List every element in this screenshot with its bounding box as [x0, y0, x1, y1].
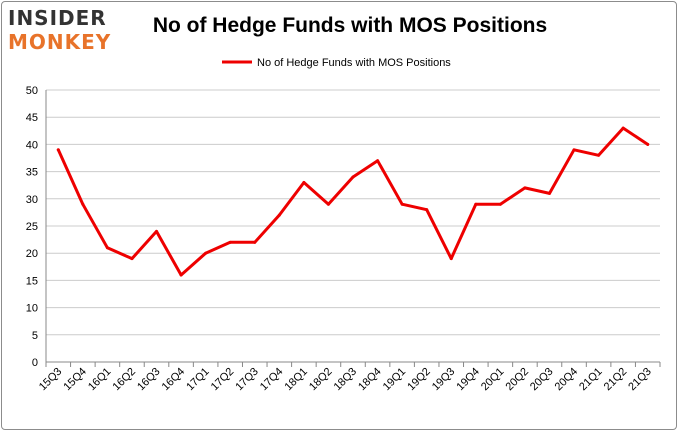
data-point-17Q4	[277, 213, 281, 217]
x-tick-label-20Q3: 20Q3	[528, 366, 556, 394]
x-tick-label-21Q2: 21Q2	[602, 366, 630, 394]
data-point-21Q1	[597, 153, 601, 157]
x-tick-label-16Q2: 16Q2	[111, 366, 139, 394]
data-point-16Q2	[130, 257, 134, 261]
data-point-18Q4	[376, 159, 380, 163]
data-point-20Q3	[547, 191, 551, 195]
grid-layer	[46, 89, 660, 336]
x-tick-label-17Q3: 17Q3	[233, 366, 261, 394]
data-point-19Q4	[474, 202, 478, 206]
x-tick-label-16Q4: 16Q4	[160, 366, 188, 394]
x-tick-label-15Q3: 15Q3	[37, 366, 65, 394]
y-tick-label-35: 35	[26, 167, 38, 179]
axis-layer: 0 5 10 15 20 25 30 35 40 45 50 15Q315Q416Q116Q216Q3…	[26, 85, 661, 394]
data-point-18Q3	[351, 175, 355, 179]
x-tick-label-17Q4: 17Q4	[258, 366, 286, 394]
x-tick-label-20Q4: 20Q4	[553, 366, 581, 394]
data-point-17Q2	[228, 240, 232, 244]
x-tick-label-16Q3: 16Q3	[135, 366, 163, 394]
y-tick-label-5: 5	[32, 330, 38, 342]
data-point-17Q1	[204, 251, 208, 255]
x-tick-label-17Q2: 17Q2	[209, 366, 237, 394]
data-point-21Q3	[646, 142, 650, 146]
data-point-19Q2	[425, 208, 429, 212]
x-tick-label-19Q1: 19Q1	[381, 366, 409, 394]
insider-monkey-logo: INSIDER MONKEY	[8, 6, 128, 56]
y-tick-label-20: 20	[26, 248, 38, 260]
x-tick-label-18Q3: 18Q3	[332, 366, 360, 394]
x-tick-label-16Q1: 16Q1	[86, 366, 114, 394]
data-point-18Q2	[326, 202, 330, 206]
legend-label: No of Hedge Funds with MOS Positions	[257, 57, 451, 69]
x-tick-label-21Q3: 21Q3	[626, 366, 654, 394]
x-tick-label-20Q2: 20Q2	[504, 366, 532, 394]
y-tick-label-50: 50	[26, 85, 38, 97]
x-tick-label-17Q1: 17Q1	[184, 366, 212, 394]
data-point-19Q3	[449, 257, 453, 261]
data-point-15Q4	[81, 202, 85, 206]
data-point-16Q1	[105, 246, 109, 250]
data-point-16Q4	[179, 273, 183, 277]
chart-title: No of Hedge Funds with MOS Positions	[152, 14, 548, 37]
x-tick-label-19Q4: 19Q4	[454, 366, 482, 394]
x-tick-label-18Q4: 18Q4	[356, 366, 384, 394]
logo-line-2: MONKEY	[8, 30, 112, 54]
x-tick-label-20Q1: 20Q1	[479, 366, 507, 394]
data-point-18Q1	[302, 180, 306, 184]
x-tick-label-21Q1: 21Q1	[577, 366, 605, 394]
y-tick-label-15: 15	[26, 275, 38, 287]
data-point-20Q2	[523, 186, 527, 190]
x-tick-label-19Q3: 19Q3	[430, 366, 458, 394]
data-point-17Q3	[253, 240, 257, 244]
logo-line-1: INSIDER	[8, 6, 107, 30]
y-tick-label-40: 40	[26, 139, 38, 151]
y-tick-label-10: 10	[26, 303, 38, 315]
data-point-19Q1	[400, 202, 404, 206]
legend: No of Hedge Funds with MOS Positions	[222, 57, 451, 69]
data-point-21Q2	[621, 126, 625, 130]
series-layer	[56, 126, 650, 277]
y-tick-label-0: 0	[32, 357, 38, 369]
x-tick-label-18Q2: 18Q2	[307, 366, 335, 394]
data-point-16Q3	[155, 229, 159, 233]
data-point-20Q4	[572, 148, 576, 152]
y-tick-label-45: 45	[26, 112, 38, 124]
x-tick-label-19Q2: 19Q2	[405, 366, 433, 394]
data-point-15Q3	[56, 148, 60, 152]
data-point-20Q1	[498, 202, 502, 206]
x-tick-label-18Q1: 18Q1	[282, 366, 310, 394]
y-tick-label-30: 30	[26, 194, 38, 206]
x-tick-label-15Q4: 15Q4	[61, 366, 89, 394]
y-tick-label-25: 25	[26, 221, 38, 233]
